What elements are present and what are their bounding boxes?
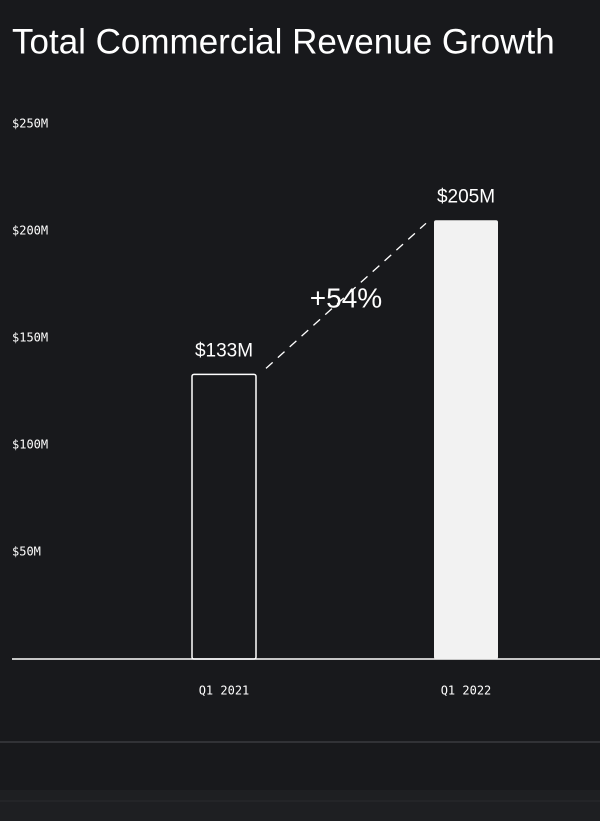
y-tick-label: $100M (12, 438, 48, 452)
value-label: $205M (437, 186, 495, 207)
y-tick-label: $250M (12, 117, 48, 131)
y-tick-label: $200M (12, 224, 48, 238)
y-tick-label: $150M (12, 331, 48, 345)
footer-band (0, 790, 600, 821)
x-tick-label: Q1 2021 (199, 684, 250, 698)
value-label: $133M (195, 340, 253, 361)
growth-annotation: +54% (310, 282, 382, 313)
bar (434, 220, 498, 660)
y-tick-label: $50M (12, 545, 41, 559)
bar (191, 373, 257, 660)
x-tick-label: Q1 2022 (441, 684, 492, 698)
chart-title: Total Commercial Revenue Growth (12, 22, 555, 61)
growth-connector (265, 222, 427, 369)
